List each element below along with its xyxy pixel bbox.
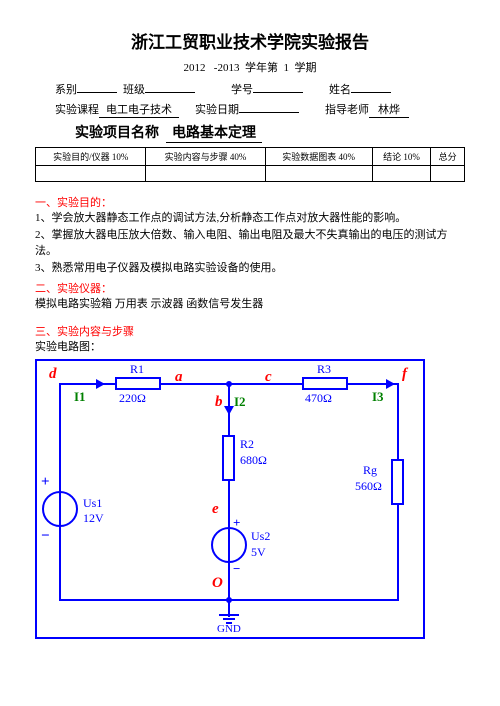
table-row: 实验目的/仪器 10% 实验内容与步骤 40% 实验数据图表 40% 结论 10…: [36, 148, 465, 166]
rg-name: Rg: [363, 463, 377, 478]
dept-field[interactable]: [77, 92, 117, 93]
wire: [59, 491, 61, 527]
class-label: 班级: [123, 81, 145, 97]
gnd-label: GND: [217, 623, 241, 635]
date-label: 实验日期: [195, 101, 239, 117]
us1-name: Us1: [83, 496, 102, 511]
us2-val: 5V: [251, 545, 266, 560]
r1-val: 220Ω: [119, 391, 146, 406]
minus-icon: −: [233, 561, 240, 577]
year-label: 学年第: [245, 62, 278, 74]
report-title: 浙江工贸职业技术学院实验报告: [35, 28, 465, 53]
id-field[interactable]: [253, 92, 303, 93]
arrow-i2: [228, 393, 230, 407]
semester-line: 2012 -2013 学年第 1 学期: [35, 59, 465, 75]
dept-label: 系别: [55, 81, 77, 97]
arrow-i3: [365, 383, 387, 385]
score-h2: 实验内容与步骤 40%: [146, 148, 265, 166]
date-field[interactable]: [239, 112, 299, 113]
s1-line3: 3、熟悉常用电子仪器及模拟电路实验设备的使用。: [35, 260, 465, 277]
s1-line1: 1、学会放大器静态工作点的调试方法,分析静态工作点对放大器性能的影响。: [35, 210, 465, 227]
year2: -2013: [214, 62, 240, 74]
score-h4: 结论 10%: [372, 148, 431, 166]
year1: 2012: [184, 62, 206, 74]
node-e: e: [212, 501, 219, 518]
minus-icon: −: [41, 528, 50, 545]
node-o: O: [212, 575, 223, 592]
info-row-1: 系别 班级 学号 姓名: [35, 81, 465, 97]
s1-line2: 2、掌握放大器电压放大倍数、输入电阻、输出电阻及最大不失真输出的电压的测试方法。: [35, 227, 465, 260]
score-cell[interactable]: [431, 166, 465, 182]
s2-text: 模拟电路实验箱 万用表 示波器 函数信号发生器: [35, 296, 465, 313]
r3-name: R3: [317, 362, 331, 377]
node-d: d: [49, 366, 57, 383]
id-label: 学号: [231, 81, 253, 97]
project-label: 实验项目名称: [75, 126, 159, 141]
resistor-r3: [302, 377, 348, 390]
node-dot: [226, 597, 232, 603]
rg-val: 560Ω: [355, 479, 382, 494]
score-cell[interactable]: [36, 166, 146, 182]
r1-name: R1: [130, 362, 144, 377]
score-h5: 总分: [431, 148, 465, 166]
teacher-field[interactable]: 林烨: [369, 101, 409, 118]
teacher-label: 指导老师: [325, 101, 369, 117]
project-value: 电路基本定理: [166, 122, 262, 143]
score-cell[interactable]: [146, 166, 265, 182]
section-2-head: 二、实验仪器：: [35, 280, 465, 296]
r2-val: 680Ω: [240, 453, 267, 468]
us1-val: 12V: [83, 511, 104, 526]
score-cell[interactable]: [372, 166, 431, 182]
course-label: 实验课程: [55, 101, 99, 117]
resistor-r1: [115, 377, 161, 390]
label-i2: I2: [234, 394, 246, 410]
score-table: 实验目的/仪器 10% 实验内容与步骤 40% 实验数据图表 40% 结论 10…: [35, 147, 465, 182]
term-label: 学期: [294, 62, 316, 74]
section-3-head: 三、实验内容与步骤: [35, 323, 465, 339]
name-label: 姓名: [329, 81, 351, 97]
node-b: b: [215, 394, 223, 411]
resistor-rg: [391, 459, 404, 505]
plus-icon: +: [233, 515, 240, 531]
resistor-r2: [222, 435, 235, 481]
node-c: c: [265, 369, 272, 386]
wire: [228, 527, 230, 563]
term: 1: [283, 62, 289, 74]
score-h3: 实验数据图表 40%: [265, 148, 372, 166]
label-i1: I1: [74, 389, 86, 405]
course-field[interactable]: 电工电子技术: [99, 101, 179, 118]
score-h1: 实验目的/仪器 10%: [36, 148, 146, 166]
label-i3: I3: [372, 389, 384, 405]
score-cell[interactable]: [265, 166, 372, 182]
node-f: f: [402, 366, 407, 383]
s3-text: 实验电路图：: [35, 339, 465, 356]
section-1-head: 一、实验目的：: [35, 194, 465, 210]
project-line: 实验项目名称 电路基本定理: [35, 122, 465, 143]
info-row-2: 实验课程电工电子技术 实验日期 指导老师林烨: [35, 101, 465, 118]
circuit-diagram: d a b c e f O I1 I2 I3 R1 220Ω R3 470Ω R…: [35, 359, 425, 639]
class-field[interactable]: [145, 92, 195, 93]
name-field[interactable]: [351, 92, 391, 93]
node-dot: [226, 381, 232, 387]
plus-icon: +: [41, 474, 50, 491]
r2-name: R2: [240, 437, 254, 452]
arrow-i1: [75, 383, 97, 385]
node-a: a: [175, 369, 183, 386]
us2-name: Us2: [251, 529, 270, 544]
table-row: [36, 166, 465, 182]
wire: [228, 383, 230, 617]
r3-val: 470Ω: [305, 391, 332, 406]
